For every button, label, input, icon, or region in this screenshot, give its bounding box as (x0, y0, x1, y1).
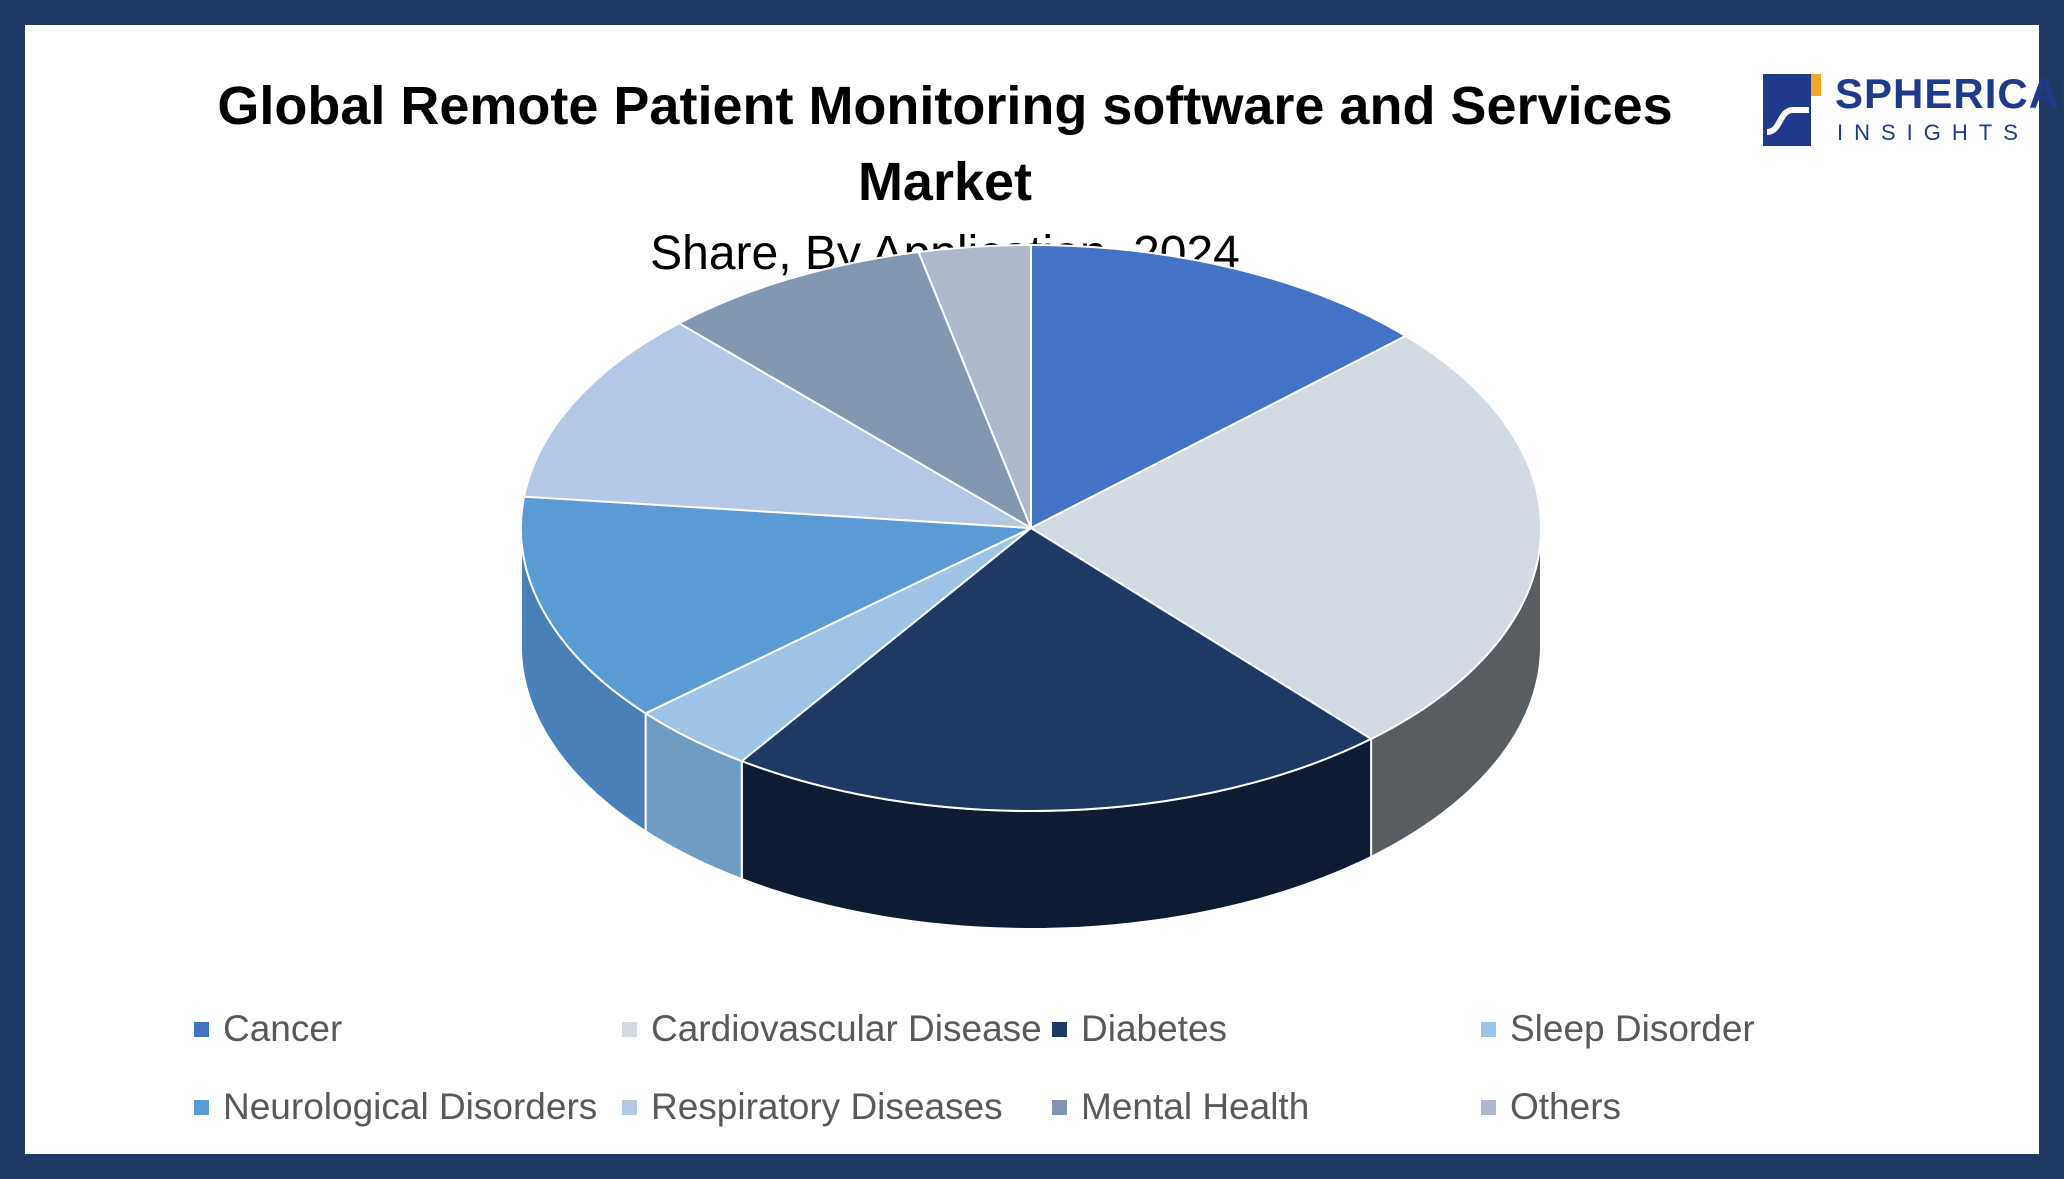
pie-slice-respiratory-diseases (522, 322, 1032, 529)
pie-slices (519, 243, 1542, 812)
pie-slice-neurological-disorders (519, 495, 1035, 715)
chart-title: Global Remote Patient Monitoring softwar… (217, 76, 1673, 212)
pie-side-walls (520, 527, 1542, 931)
spherical-insights-logo: SPHERICAL INSIGHTS (1763, 70, 2064, 150)
logo-wordmark: SPHERICAL (1835, 70, 2064, 117)
pie-slice-others (917, 243, 1032, 529)
logo-subtext: INSIGHTS (1837, 120, 2029, 145)
logo-mark-icon (1763, 74, 1821, 146)
pie-slice-diabetes (739, 526, 1374, 812)
pie-slice-cancer (1030, 243, 1408, 530)
pie-slice-cardiovascular-disease (1028, 334, 1542, 741)
pie-slice-mental-health (677, 250, 1034, 531)
